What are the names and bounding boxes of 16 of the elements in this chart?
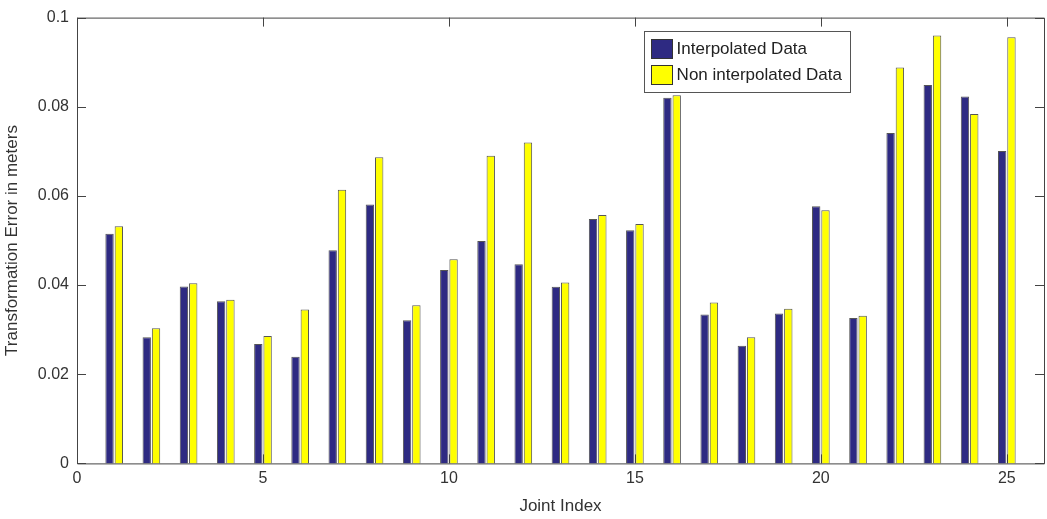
y-tick-label: 0 <box>60 453 70 471</box>
x-axis-title: Joint Index <box>519 496 603 516</box>
y-tick-label: 0.06 <box>37 186 70 204</box>
legend-label: Interpolated Data <box>676 38 808 59</box>
legend-label: Non interpolated Data <box>676 64 842 85</box>
x-tick-label: 0 <box>72 469 82 487</box>
x-tick-label: 15 <box>625 469 644 487</box>
y-tick-label: 0.04 <box>37 275 70 293</box>
x-tick-label: 25 <box>997 469 1016 487</box>
y-tick-label: 0.02 <box>37 364 70 382</box>
y-axis-title: Transformation Error in meters <box>1 125 21 356</box>
x-tick-label: 5 <box>258 469 268 487</box>
y-tick-label: 0.1 <box>46 8 70 26</box>
x-tick-label: 20 <box>811 469 830 487</box>
y-tick-label: 0.08 <box>37 97 70 115</box>
x-tick-label: 10 <box>440 469 458 487</box>
